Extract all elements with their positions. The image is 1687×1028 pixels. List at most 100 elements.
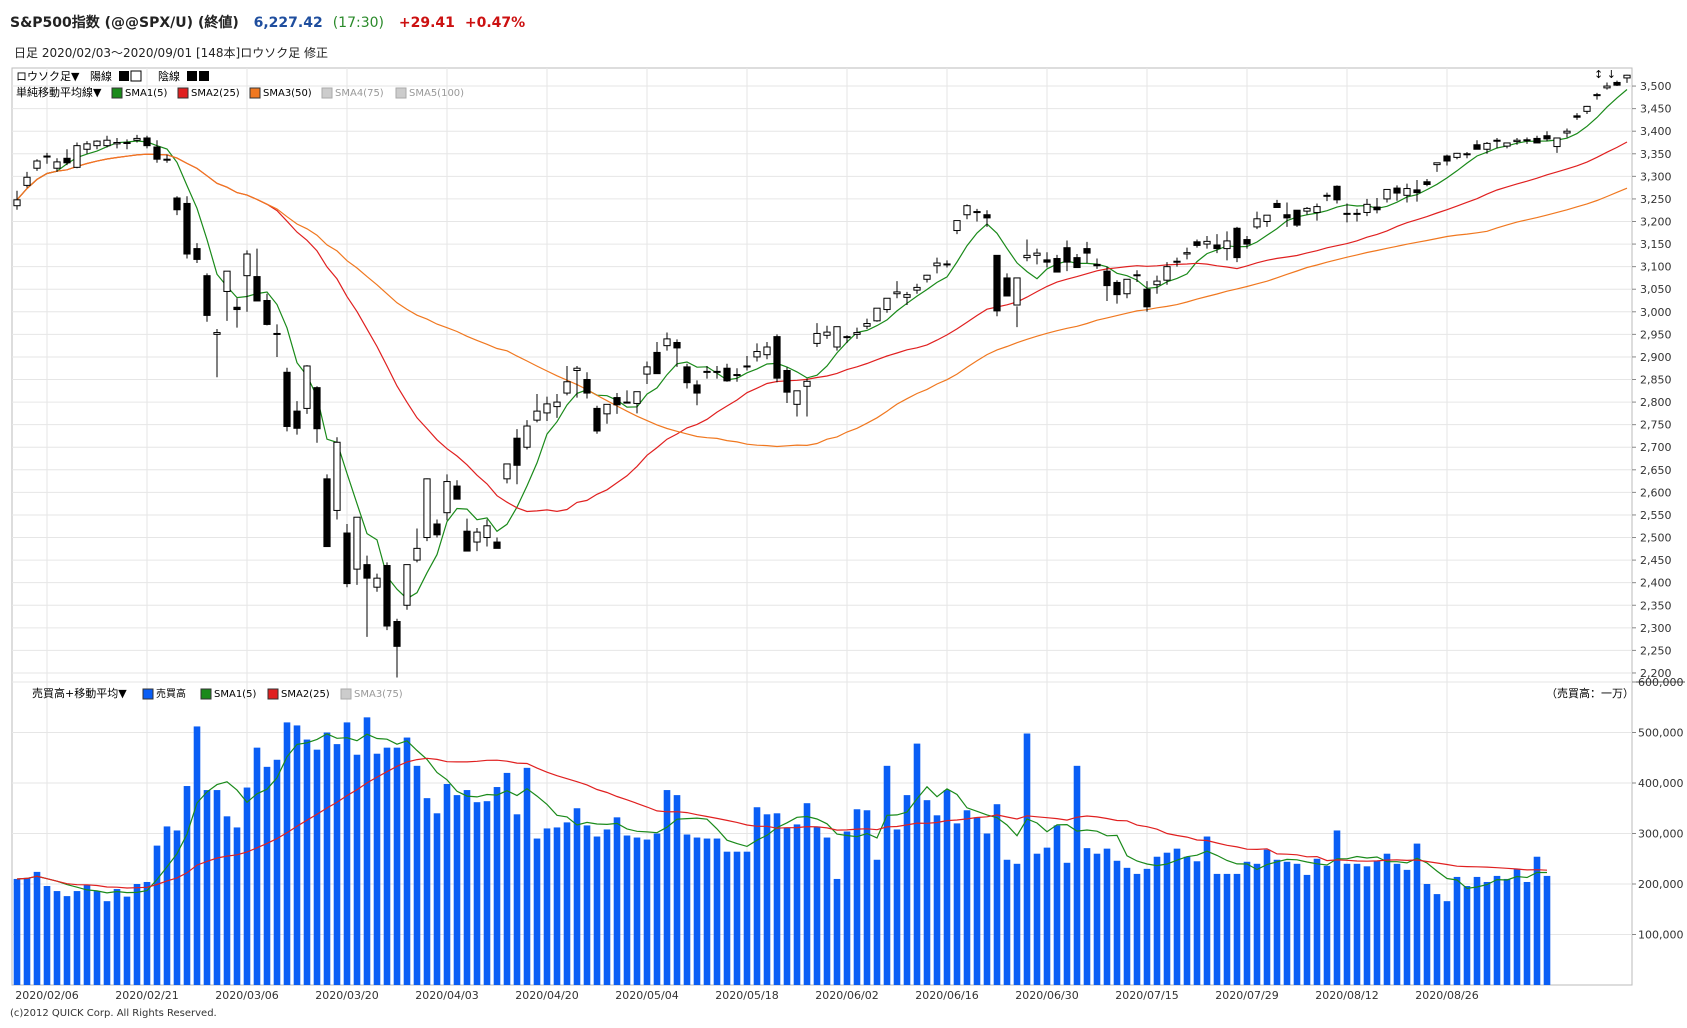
chart-area: 2,200 2,250 2,300 2,350 2,400 2,450 2,500 2,550…	[11, 67, 1685, 1000]
date-tick-label: 2020/04/20	[515, 989, 578, 1000]
volume-bar	[1263, 849, 1271, 985]
price-tick-label: 2,450	[1640, 554, 1672, 567]
down-swatch-1	[187, 71, 197, 81]
candle-up	[713, 370, 721, 373]
volume-bar	[993, 804, 1001, 985]
volume-bar	[1453, 876, 1461, 985]
volume-legend-swatch	[267, 688, 279, 700]
candle-up	[473, 531, 481, 543]
candle-down	[1273, 202, 1281, 209]
candle-down	[1533, 137, 1541, 144]
candle-down	[1423, 181, 1431, 185]
volume-bar	[103, 901, 111, 985]
volume-bar	[193, 726, 201, 985]
volume-bar	[33, 871, 41, 985]
volume-bar	[323, 732, 331, 985]
volume-bar	[393, 747, 401, 985]
volume-bar	[583, 825, 591, 985]
candle-down	[1543, 135, 1551, 140]
volume-bar	[653, 833, 661, 985]
volume-bar	[263, 766, 271, 985]
down-swatch-2	[199, 71, 209, 81]
candle-up	[823, 331, 831, 336]
candle-down	[1003, 277, 1011, 297]
volume-bar	[13, 878, 21, 985]
candle-up	[443, 481, 451, 514]
candle-up	[1223, 240, 1231, 250]
candle-down	[1473, 144, 1481, 150]
volume-bar	[783, 827, 791, 985]
candle-down	[623, 401, 631, 404]
candle-up	[133, 137, 141, 141]
volume-bar	[183, 786, 191, 985]
price-tick-label: 3,200	[1640, 216, 1672, 229]
volume-bar	[743, 851, 751, 985]
volume-bar	[443, 784, 451, 985]
volume-bar	[223, 816, 231, 985]
volume-legend-swatch	[340, 688, 352, 700]
candle-up	[793, 390, 801, 405]
volume-bar	[603, 829, 611, 985]
candle-down	[313, 387, 321, 430]
volume-bar	[1403, 869, 1411, 985]
volume-tick-label: 300,000	[1638, 828, 1684, 841]
candle-up	[1403, 188, 1411, 196]
volume-bar	[663, 790, 671, 985]
candle-up	[43, 155, 51, 158]
candle-up	[1323, 194, 1331, 197]
price-tick-label: 3,100	[1640, 261, 1672, 274]
volume-bar	[1253, 863, 1261, 985]
candle-down	[153, 146, 161, 160]
candle-down	[1213, 244, 1221, 250]
volume-bar	[693, 837, 701, 985]
candle-up	[733, 374, 741, 377]
volume-bar	[1143, 868, 1151, 985]
candle-up	[1523, 139, 1531, 142]
candle-up	[1033, 252, 1041, 256]
candle-down	[143, 137, 151, 147]
volume-bar	[1173, 848, 1181, 985]
volume-bar	[643, 839, 651, 985]
down-candle-label: 陰線	[158, 69, 180, 83]
candle-up	[1253, 218, 1261, 228]
price-tick-label: 3,300	[1640, 170, 1672, 183]
volume-bar	[433, 813, 441, 985]
volume-bar	[1383, 853, 1391, 985]
candle-down	[233, 306, 241, 311]
candle-up	[1163, 266, 1171, 281]
volume-bar	[403, 737, 411, 985]
price-moving-averages	[16, 89, 1628, 600]
candle-up	[763, 346, 771, 356]
sma-legend-swatch	[395, 87, 407, 99]
volume-bar	[793, 824, 801, 985]
volume-bar	[1183, 856, 1191, 985]
candle-up	[743, 365, 751, 368]
volume-bar	[23, 877, 31, 985]
price-tick-label: 3,000	[1640, 306, 1672, 319]
volume-legend-label: SMA2(25)	[281, 689, 330, 700]
candle-up	[913, 286, 921, 291]
candle-up	[223, 270, 231, 292]
volume-bar	[1303, 874, 1311, 985]
volume-bar	[1423, 884, 1431, 985]
price-tick-label: 2,500	[1640, 532, 1672, 545]
candle-up	[643, 366, 651, 375]
volume-bar	[1133, 873, 1141, 985]
price-tick-label: 3,500	[1640, 80, 1672, 93]
candle-up	[523, 425, 531, 448]
candle-down	[513, 437, 521, 466]
volume-ma-line	[16, 733, 1547, 894]
candle-up	[163, 158, 171, 161]
candle-up	[1623, 74, 1631, 79]
volume-bar	[493, 787, 501, 985]
sma-legend-swatch	[177, 87, 189, 99]
candle-up	[373, 577, 381, 588]
date-tick-label: 2020/04/03	[415, 989, 478, 1000]
price-change: +29.41	[398, 15, 455, 31]
volume-bar	[313, 749, 321, 985]
candle-up	[833, 326, 841, 348]
candle-up	[903, 294, 911, 298]
date-tick-label: 2020/05/18	[715, 989, 778, 1000]
candle-up	[1263, 214, 1271, 223]
